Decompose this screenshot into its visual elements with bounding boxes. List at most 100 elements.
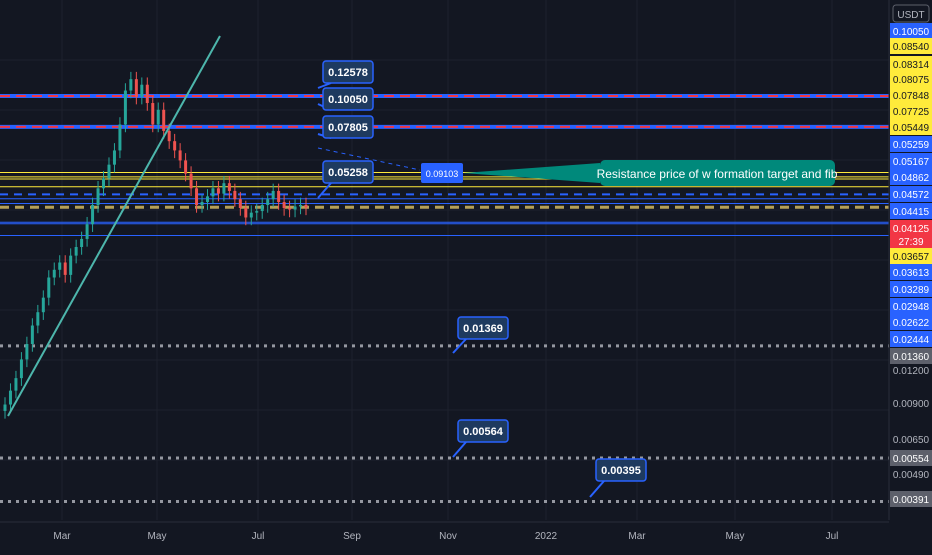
candle-body bbox=[288, 207, 292, 210]
price-tag[interactable] bbox=[890, 314, 932, 330]
candle-body bbox=[299, 204, 303, 207]
price-tag-label: 0.08314 bbox=[893, 60, 930, 71]
price-tag[interactable] bbox=[890, 87, 932, 103]
price-axis-tick-label: 0.00490 bbox=[893, 470, 930, 481]
callout-box[interactable] bbox=[595, 458, 647, 482]
price-tag[interactable] bbox=[890, 169, 932, 185]
price-tag[interactable] bbox=[890, 38, 932, 54]
price-tag[interactable] bbox=[890, 298, 932, 314]
candle-body bbox=[129, 79, 133, 91]
price-tag-label: 0.03657 bbox=[893, 252, 930, 263]
candle-body bbox=[277, 190, 281, 203]
time-axis-tick-label: Mar bbox=[628, 531, 646, 542]
price-tag-label: 0.00554 bbox=[893, 454, 930, 465]
price-tag-label: 0.05259 bbox=[893, 140, 930, 151]
candle-body bbox=[255, 211, 259, 213]
candle-body bbox=[244, 207, 248, 218]
candle-body bbox=[14, 378, 18, 391]
time-axis-tick-label: Sep bbox=[343, 531, 361, 542]
callout-box[interactable] bbox=[457, 316, 509, 340]
price-tag[interactable] bbox=[890, 248, 932, 264]
price-tag[interactable] bbox=[890, 264, 932, 280]
price-tag[interactable] bbox=[890, 136, 932, 152]
candle-body bbox=[63, 262, 67, 275]
candle-body bbox=[189, 173, 193, 189]
price-tag[interactable] bbox=[890, 233, 932, 249]
price-tag[interactable] bbox=[890, 186, 932, 202]
candle-body bbox=[96, 188, 100, 205]
candle-body bbox=[227, 183, 231, 191]
candle-body bbox=[200, 202, 204, 205]
price-tag[interactable] bbox=[890, 220, 932, 236]
callout-label: 0.05258 bbox=[328, 167, 368, 179]
callout-box[interactable] bbox=[457, 419, 509, 443]
price-tag[interactable] bbox=[890, 23, 932, 39]
callout-box[interactable] bbox=[322, 160, 374, 184]
price-tag[interactable] bbox=[890, 203, 932, 219]
price-tag[interactable] bbox=[890, 103, 932, 119]
time-axis-tick-label: Mar bbox=[53, 531, 71, 542]
annotation-box[interactable] bbox=[600, 160, 835, 186]
time-axis-tick-label: May bbox=[726, 531, 745, 542]
time-axis-tick-label: 2022 bbox=[535, 531, 558, 542]
candle-body bbox=[69, 255, 73, 275]
time-axis-tick-label: Jul bbox=[826, 531, 839, 542]
price-tag-label: 0.04125 bbox=[893, 224, 930, 235]
price-tag-label: 0.04862 bbox=[893, 173, 930, 184]
candle-body bbox=[140, 84, 144, 97]
price-tag[interactable] bbox=[890, 281, 932, 297]
price-tag-label: 0.00391 bbox=[893, 495, 930, 506]
candle-body bbox=[118, 124, 122, 151]
callout-label: 0.00564 bbox=[463, 426, 504, 438]
candle-body bbox=[80, 238, 84, 248]
price-tag-label: 27:39 bbox=[898, 237, 923, 248]
annotation-price-box[interactable] bbox=[421, 163, 463, 183]
price-axis-tick-label: 0.00900 bbox=[893, 399, 930, 410]
currency-badge[interactable] bbox=[892, 4, 930, 23]
callout-label: 0.07805 bbox=[328, 122, 368, 134]
candle-body bbox=[238, 199, 242, 208]
time-axis-tick-label: Nov bbox=[439, 531, 457, 542]
candle-body bbox=[167, 130, 171, 142]
callout-box[interactable] bbox=[322, 115, 374, 139]
candle-body bbox=[47, 277, 51, 298]
currency-badge-label: USDT bbox=[897, 10, 924, 21]
price-tag-label: 0.03613 bbox=[893, 268, 930, 279]
candle-body bbox=[205, 196, 209, 203]
candle-body bbox=[85, 224, 89, 239]
candle-body bbox=[184, 160, 188, 174]
annotation-price-label: 0.09103 bbox=[426, 169, 459, 179]
price-tag[interactable] bbox=[890, 119, 932, 135]
candle-body bbox=[216, 188, 220, 194]
candle-body bbox=[151, 103, 155, 125]
callout-label: 0.00395 bbox=[601, 465, 641, 477]
price-axis-tick-label: 0.00650 bbox=[893, 435, 930, 446]
candle-body bbox=[41, 297, 45, 313]
price-tag-label: 0.04415 bbox=[893, 207, 930, 218]
callout-pointer bbox=[452, 441, 467, 458]
candle-body bbox=[74, 247, 78, 256]
price-tag[interactable] bbox=[890, 348, 932, 364]
candle-body bbox=[233, 190, 237, 200]
price-tag[interactable] bbox=[890, 331, 932, 347]
candle-body bbox=[271, 190, 275, 200]
callout-box[interactable] bbox=[322, 60, 374, 84]
candle-body bbox=[222, 183, 226, 194]
price-tag[interactable] bbox=[890, 153, 932, 169]
candle-body bbox=[211, 188, 215, 197]
price-tag-label: 0.08540 bbox=[893, 42, 930, 53]
candle-body bbox=[107, 164, 111, 179]
callout-box[interactable] bbox=[322, 87, 374, 111]
price-tag[interactable] bbox=[890, 71, 932, 87]
candle-body bbox=[304, 204, 308, 208]
trendline[interactable] bbox=[7, 35, 221, 417]
price-tag[interactable] bbox=[890, 56, 932, 72]
annotation-text: Resistance price of w formation target a… bbox=[597, 167, 838, 181]
candle-body bbox=[19, 359, 23, 379]
price-tag[interactable] bbox=[890, 450, 932, 466]
price-tag[interactable] bbox=[890, 491, 932, 507]
price-tag-label: 0.05167 bbox=[893, 157, 930, 168]
callout-pointer bbox=[317, 182, 332, 199]
